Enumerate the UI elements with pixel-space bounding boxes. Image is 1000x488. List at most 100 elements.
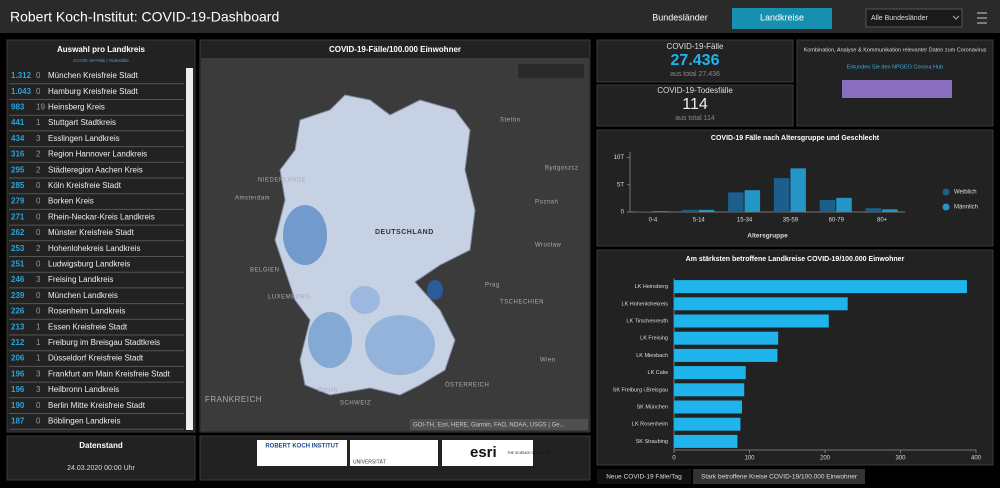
y-tick-label: 0	[621, 210, 625, 216]
row-name: Rhein-Neckar-Kreis Landkreis	[48, 212, 155, 221]
map-label: Wrocław	[535, 243, 562, 249]
map-label: Wien	[540, 358, 556, 364]
row-name: Region Hannover Landkreis	[48, 150, 147, 159]
row-deaths: 0	[36, 71, 41, 80]
bottom-tab-label[interactable]: Neue COVID-19 Fälle/Tag	[606, 474, 682, 481]
row-name: Hamburg Kreisfreie Stadt	[48, 87, 139, 96]
menu-icon[interactable]	[977, 12, 987, 24]
map-label: Zürich	[318, 388, 338, 394]
y-tick-label: SK München	[637, 404, 669, 410]
region	[308, 312, 352, 368]
row-cases: 983	[11, 103, 25, 112]
bar	[728, 192, 744, 212]
x-tick-label: 0-4	[649, 218, 658, 224]
map-label: DEUTSCHLAND	[375, 229, 434, 236]
chart-title: Am stärksten betroffene Landkreise COVID…	[686, 256, 905, 263]
logo-text: esri	[470, 444, 497, 461]
row-deaths: 2	[36, 165, 41, 174]
map-label: LUXEMBURG	[268, 295, 311, 301]
chart-title: COVID-19 Fälle nach Altersgruppe und Ges…	[711, 135, 880, 142]
map-label: Stettin	[500, 118, 521, 124]
row-name: Freiburg im Breisgau Stadtkreis	[48, 338, 160, 347]
info-link[interactable]: Erkunden Sie den NPGEO Corona Hub	[847, 64, 943, 70]
region	[427, 280, 443, 300]
header-title: Robert Koch-Institut: COVID-19-Dashboard	[10, 9, 279, 25]
row-deaths: 3	[36, 275, 41, 284]
logo-rki	[257, 440, 347, 466]
bottom-tab[interactable]	[597, 469, 691, 484]
map-toolbar[interactable]	[518, 64, 584, 78]
y-tick-label: 5T	[617, 182, 624, 188]
sidebar-title: Auswahl pro Landkreis	[57, 45, 146, 54]
x-tick-label: 100	[744, 456, 755, 462]
map-label: ÖSTERREICH	[445, 382, 489, 389]
row-deaths: 0	[36, 181, 41, 190]
logo-uni	[350, 440, 438, 466]
row-deaths: 1	[36, 338, 41, 347]
header	[0, 0, 1000, 33]
stat-label: COVID-19-Fälle	[667, 42, 724, 51]
row-deaths: 19	[36, 103, 45, 112]
legend-label: Weiblich	[954, 190, 977, 196]
bar	[674, 383, 745, 397]
tab-active[interactable]	[732, 8, 832, 29]
row-cases: 246	[11, 275, 25, 284]
stat-panel	[596, 39, 794, 83]
bar	[698, 209, 715, 212]
row-deaths: 0	[36, 417, 41, 426]
row-cases: 213	[11, 322, 25, 331]
row-cases: 226	[11, 307, 25, 316]
stat-value: 114	[682, 96, 708, 113]
bar	[674, 348, 778, 362]
legend-swatch	[942, 188, 950, 196]
datenstand-panel	[6, 435, 196, 481]
bar	[636, 211, 652, 212]
x-tick-label: 15-34	[737, 218, 753, 224]
y-tick-label: LK Heinsberg	[635, 284, 668, 290]
map-label: Amsterdam	[235, 196, 270, 202]
row-cases: 271	[11, 212, 25, 221]
x-tick-label: 35-59	[783, 218, 799, 224]
row-name: München Kreisfreie Stadt	[48, 71, 139, 80]
tab[interactable]: Bundesländer	[652, 12, 708, 22]
row-cases: 190	[11, 401, 25, 410]
sidebar-subtitle: COVID-19-Fälle | Todesfälle	[73, 58, 129, 63]
row-cases: 206	[11, 354, 25, 363]
dropdown[interactable]	[865, 8, 963, 28]
bar	[819, 200, 836, 212]
bar	[674, 314, 829, 328]
bar	[674, 366, 746, 380]
stat-total: aus total 27.436	[670, 71, 720, 78]
row-cases: 279	[11, 197, 25, 206]
row-cases: 434	[11, 134, 25, 143]
row-cases: 187	[11, 417, 25, 426]
y-tick-label: SK Freiburg i.Breisgau	[613, 387, 668, 393]
map-label: TSCHECHIEN	[500, 300, 544, 306]
tab[interactable]: Landkreise	[760, 12, 804, 22]
row-cases: 196	[11, 385, 25, 394]
map-title: COVID-19-Fälle/100.000 Einwohner	[329, 45, 461, 54]
attribution: GOI-TH, Esri, HERE, Garmin, FAO, NOAA, U…	[413, 423, 565, 429]
bottom-tab[interactable]	[693, 469, 865, 484]
datenstand-title: Datenstand	[79, 441, 123, 450]
x-tick-label: 300	[895, 456, 906, 462]
row-deaths: 2	[36, 244, 41, 253]
bar	[744, 190, 761, 212]
logo-text: ROBERT KOCH INSTITUT	[265, 444, 339, 450]
bottom-tab-label[interactable]: Stark betroffene Kreise COVID-19/100.000…	[701, 474, 858, 481]
dropdown-label[interactable]: Alle Bundesländer	[871, 15, 928, 22]
y-tick-label: 10T	[614, 155, 625, 161]
row-name: Böblingen Landkreis	[48, 417, 121, 426]
attribution-bg	[410, 419, 588, 430]
scrollbar[interactable]	[186, 68, 193, 430]
datenstand-value: 24.03.2020 00:00 Uhr	[67, 465, 135, 472]
row-name: Hohenlohekreis Landkreis	[48, 244, 141, 253]
stat-total: aus total 114	[675, 115, 715, 122]
row-cases: 316	[11, 150, 25, 159]
map-label: NIEDERLANDE	[258, 178, 306, 184]
region	[350, 286, 380, 314]
bar	[652, 211, 669, 212]
y-tick-label: LK Rosenheim	[632, 422, 668, 428]
row-name: Städteregion Aachen Kreis	[48, 165, 143, 174]
hub-icons[interactable]	[842, 80, 952, 98]
